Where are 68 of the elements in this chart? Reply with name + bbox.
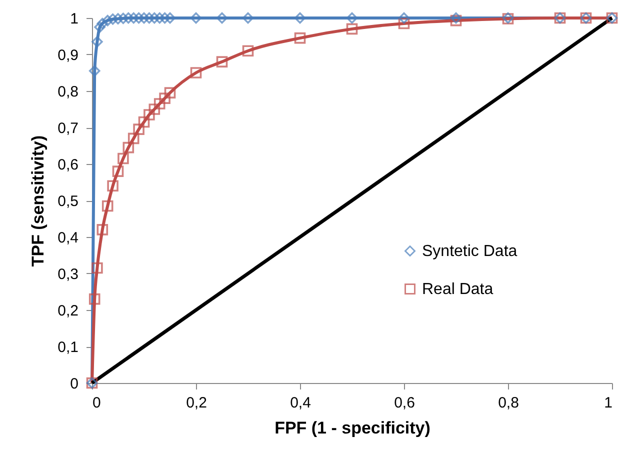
point — [88, 293, 100, 305]
x-tick-label: 0,6 — [394, 394, 415, 412]
point — [190, 12, 202, 24]
point — [164, 12, 176, 24]
point — [107, 13, 118, 25]
point — [92, 262, 103, 274]
y-tick-label: 0 — [70, 376, 78, 392]
y-tick-label: 0,6 — [58, 156, 78, 174]
y-tick-label: 1 — [70, 10, 78, 28]
x-tick-label: 0,8 — [498, 394, 519, 412]
point — [450, 12, 462, 24]
point — [346, 12, 358, 24]
y-tick-label: 0,2 — [58, 302, 78, 320]
y-tick-label: 0,1 — [58, 339, 78, 356]
y-tick-label: 0,9 — [58, 47, 78, 64]
point — [92, 36, 103, 48]
point — [118, 12, 129, 24]
point — [242, 45, 254, 56]
y-tick-label: 0,4 — [58, 230, 78, 246]
point — [294, 32, 306, 44]
y-tick-label: 0,7 — [58, 120, 78, 137]
point — [94, 21, 106, 33]
point — [118, 152, 129, 164]
point — [144, 109, 155, 120]
point — [398, 12, 410, 24]
point — [216, 12, 228, 24]
point — [102, 14, 114, 26]
point — [148, 12, 160, 24]
point — [133, 12, 144, 24]
point — [96, 18, 108, 30]
point — [294, 12, 306, 24]
point — [159, 92, 170, 104]
point — [164, 87, 176, 98]
x-tick-label: 0,2 — [186, 394, 207, 412]
point — [88, 65, 100, 77]
point — [107, 180, 118, 192]
point — [216, 56, 228, 68]
point — [398, 18, 410, 30]
point — [133, 124, 144, 135]
point — [102, 200, 114, 212]
point — [159, 12, 170, 24]
point — [144, 12, 155, 24]
x-tick-label: 1 — [604, 394, 612, 412]
point — [154, 98, 166, 110]
legend-label: Real Data — [422, 281, 494, 298]
x-tick-label: 0 — [92, 394, 101, 412]
point — [154, 12, 166, 24]
x-axis-title: FPF (1 - specificity) — [274, 418, 430, 438]
point — [112, 166, 124, 177]
point — [128, 132, 140, 144]
point — [122, 142, 134, 154]
point — [128, 12, 140, 24]
y-tick-label: 0,3 — [58, 266, 78, 283]
y-tick-label: 0,8 — [58, 84, 78, 100]
point — [242, 12, 254, 24]
y-tick-label: 0,5 — [58, 193, 78, 210]
point — [138, 12, 150, 24]
point — [346, 23, 358, 35]
point — [96, 224, 108, 236]
y-axis-title: TPF (sensitivity) — [28, 135, 48, 267]
x-tick-label: 0,4 — [290, 394, 311, 412]
point — [190, 67, 202, 78]
point — [138, 116, 150, 128]
point — [122, 12, 134, 24]
point — [112, 13, 124, 24]
point — [148, 104, 160, 115]
point — [450, 14, 462, 26]
legend-label: Syntetic Data — [422, 243, 518, 260]
